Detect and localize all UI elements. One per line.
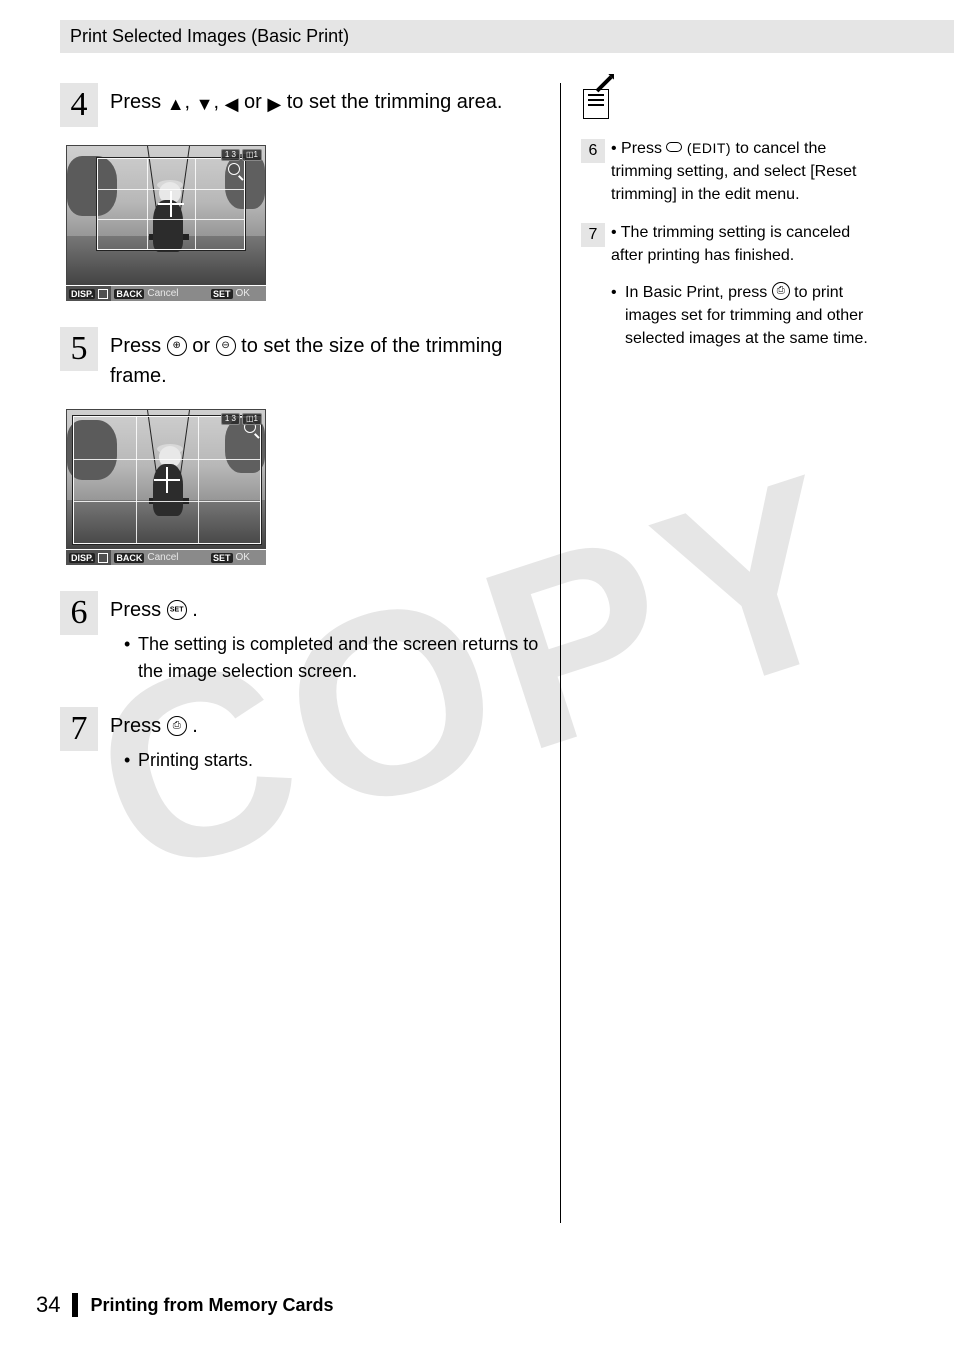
down-arrow-icon: ▼ <box>196 91 214 118</box>
step-4-trim-frame <box>97 158 245 250</box>
step-4: 4 Press ▲, ▼, ◀ or ▶ to set the trimming… <box>60 83 540 127</box>
step-4-sep2: , <box>213 91 224 113</box>
step-5-camera-buttons: DISP. BACKCancel SETOK <box>66 550 266 565</box>
set-sub-label: OK <box>236 552 250 563</box>
step-4-number: 4 <box>60 83 98 127</box>
step-4-text-post: to set the trimming area. <box>287 91 503 113</box>
step-5-number: 5 <box>60 327 98 371</box>
footer-section: Printing from Memory Cards <box>90 1295 333 1316</box>
left-arrow-icon: ◀ <box>225 91 239 118</box>
page-header-band: Print Selected Images (Basic Print) <box>60 20 954 53</box>
step-4-camera-buttons: DISP. BACKCancel SETOK <box>66 286 266 301</box>
overlay-chip-1b: 1 3 <box>221 413 240 425</box>
back-sub-label: Cancel <box>147 288 178 299</box>
step-7-body: Press ⎙ . Printing starts. <box>110 707 253 778</box>
step-7-bullets: Printing starts. <box>110 747 253 774</box>
disp-button: DISP. <box>66 286 111 301</box>
step-5-camera-image: 1 3 ◫1 <box>66 409 266 549</box>
page-header-title: Print Selected Images (Basic Print) <box>70 26 349 46</box>
step-4-text-pre: Press <box>110 91 167 113</box>
step-6-bullets: The setting is completed and the screen … <box>110 631 540 685</box>
set-sub-label: OK <box>236 288 250 299</box>
rotate-icon <box>98 553 108 563</box>
right-ref-7: 7 <box>581 223 605 247</box>
step-4-sep3: or <box>238 91 267 113</box>
set-button: SETOK <box>208 550 266 565</box>
up-arrow-icon: ▲ <box>167 91 185 118</box>
step-4-camera-image: 1 3 ◫1 <box>66 145 266 285</box>
edit-label: (EDIT) <box>687 140 731 156</box>
step-4-sep1: , <box>185 91 196 113</box>
step-6-text-pre: Press <box>110 599 167 621</box>
back-sub-label: Cancel <box>147 552 178 563</box>
step-5-camera: 1 3 ◫1 DISP. BACKCancel SETOK <box>66 409 286 565</box>
step-4-overlay: 1 3 ◫1 <box>221 149 262 161</box>
overlay-chip-2b: ◫1 <box>242 413 262 425</box>
right-arrow-icon: ▶ <box>267 91 281 118</box>
disp-label: DISP. <box>69 553 95 563</box>
print-button-icon: ⎙ <box>167 716 187 736</box>
step-4-camera: 1 3 ◫1 DISP. BACKCancel SETOK <box>66 145 286 301</box>
back-label: BACK <box>114 553 144 563</box>
right-ref-6: 6 <box>581 139 605 163</box>
left-column: 4 Press ▲, ▼, ◀ or ▶ to set the trimming… <box>60 83 560 1223</box>
zoom-in-icon: ⊕ <box>167 336 187 356</box>
page-footer: 34 Printing from Memory Cards <box>36 1292 334 1318</box>
step-5-text-pre: Press <box>110 335 167 357</box>
step-7-number: 7 <box>60 707 98 751</box>
move-arrows-icon <box>158 471 176 489</box>
right-note-6: 6 • Press (EDIT) to cancel the trimming … <box>581 137 870 207</box>
overlay-chip-1: 1 3 <box>221 149 240 161</box>
set-button-icon: SET <box>167 600 187 620</box>
zoom-icon <box>228 163 240 175</box>
step-5: 5 Press ⊕ or ⊖ to set the size of the tr… <box>60 327 540 391</box>
right-note-7-body: • The trimming setting is canceled after… <box>611 221 870 267</box>
step-5-overlay: 1 3 ◫1 <box>221 413 262 425</box>
note7-b2: In Basic Print, press ⎙ to print images … <box>611 281 870 351</box>
page-number: 34 <box>36 1292 60 1318</box>
right-note-7-extra: In Basic Print, press ⎙ to print images … <box>581 281 870 351</box>
edit-shape-icon <box>666 142 682 152</box>
back-label: BACK <box>114 289 144 299</box>
note6-pre: Press <box>621 140 666 157</box>
overlay-chip-2: ◫1 <box>242 149 262 161</box>
back-button: BACKCancel <box>111 286 208 301</box>
print-button-icon: ⎙ <box>772 282 790 300</box>
set-button: SETOK <box>208 286 266 301</box>
set-label: SET <box>211 553 233 563</box>
step-5-trim-frame <box>73 416 261 544</box>
right-column: 6 • Press (EDIT) to cancel the trimming … <box>560 83 870 1223</box>
disp-label: DISP. <box>69 289 95 299</box>
note7-b2-pre: In Basic Print, press <box>625 284 772 301</box>
zoom-out-icon: ⊖ <box>216 336 236 356</box>
step-6-body: Press SET . The setting is completed and… <box>110 591 540 689</box>
disp-button: DISP. <box>66 550 111 565</box>
footer-bar <box>72 1293 78 1317</box>
step-7: 7 Press ⎙ . Printing starts. <box>60 707 540 778</box>
back-button: BACKCancel <box>111 550 208 565</box>
step-5-text-mid: or <box>192 335 215 357</box>
step-5-body: Press ⊕ or ⊖ to set the size of the trim… <box>110 327 540 391</box>
step-7-text-pre: Press <box>110 715 167 737</box>
right-note-7: 7 • The trimming setting is canceled aft… <box>581 221 870 267</box>
step-6: 6 Press SET . The setting is completed a… <box>60 591 540 689</box>
set-label: SET <box>211 289 233 299</box>
step-6-number: 6 <box>60 591 98 635</box>
content-columns: 4 Press ▲, ▼, ◀ or ▶ to set the trimming… <box>60 83 894 1223</box>
note7-b1: The trimming setting is canceled after p… <box>611 224 850 264</box>
move-arrows-icon <box>162 195 180 213</box>
memo-icon <box>581 83 621 123</box>
rotate-icon <box>98 289 108 299</box>
step-7-bullet-1: Printing starts. <box>124 747 253 774</box>
step-7-text-post: . <box>192 715 198 737</box>
step-6-bullet-1: The setting is completed and the screen … <box>124 631 540 685</box>
step-4-body: Press ▲, ▼, ◀ or ▶ to set the trimming a… <box>110 83 502 118</box>
step-6-text-post: . <box>192 599 198 621</box>
right-note-6-body: • Press (EDIT) to cancel the trimming se… <box>611 137 870 207</box>
